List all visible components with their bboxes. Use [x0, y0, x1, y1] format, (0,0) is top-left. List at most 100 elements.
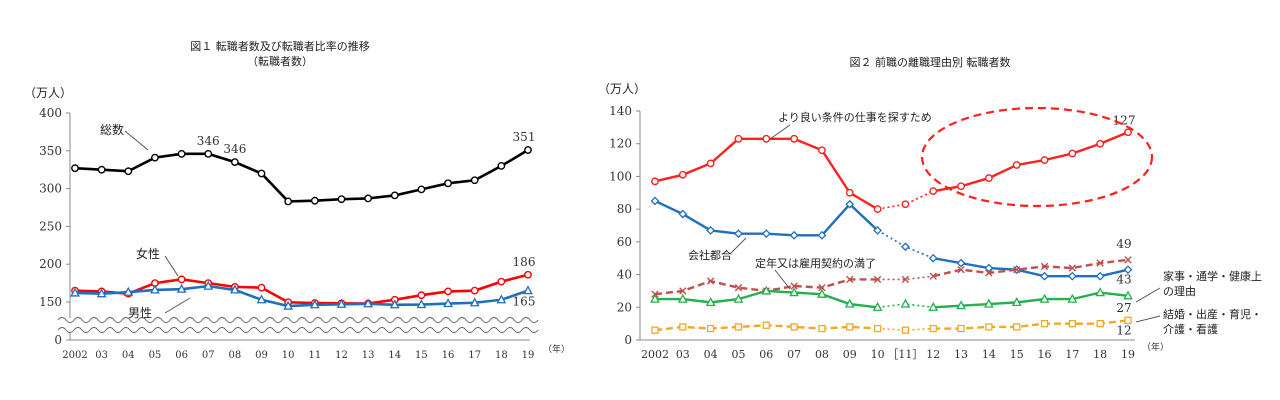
figure-2-point	[1011, 297, 1022, 307]
figure-1-point	[497, 277, 506, 286]
figure-2-point	[706, 225, 716, 235]
figure-1-point	[176, 283, 187, 293]
figure-2-x-tick-label: 12	[926, 348, 940, 361]
figure-1-point	[470, 286, 479, 295]
figure-1-x-tick-label: 18	[495, 350, 508, 361]
figure-1-point	[390, 191, 399, 200]
figure-2-point	[957, 182, 965, 191]
figure-1-point	[497, 162, 506, 170]
figure-1-data-label: 186	[513, 255, 536, 269]
figure-2-y-tick-label: 100	[609, 169, 632, 183]
figure-1-plot: 0 150 200 250 300 350 400 2002 03 04 05 06 07 08 09 10 1…	[39, 106, 570, 361]
figure-2-series-line	[933, 257, 1129, 278]
figure-1-subtitle: （転職者数）	[247, 55, 313, 68]
figure-1-point	[71, 164, 79, 173]
figure-1-point	[523, 285, 533, 295]
figure-2-point	[1124, 256, 1132, 264]
figure-2-point	[734, 283, 743, 292]
figure-2-point	[1068, 264, 1077, 272]
figure-2-point	[1068, 149, 1077, 158]
figure-2-point	[1040, 156, 1049, 164]
figure-2-point	[734, 323, 743, 331]
figure-2-point	[705, 297, 716, 307]
figure-2-point	[1123, 265, 1133, 275]
figure-1-x-tick-label: 2002	[62, 350, 87, 361]
figure-2-leader-line	[1135, 315, 1161, 323]
figure-2-leader-line	[774, 269, 791, 290]
figure-1-point	[124, 167, 133, 176]
figure-2-point	[956, 258, 966, 268]
figure-1-point	[524, 270, 532, 279]
figure-2-point	[818, 283, 826, 292]
figure-2-series-line	[933, 131, 1129, 193]
figure-2-leader-line	[769, 124, 791, 140]
figure-2-y-tick-label: 60	[617, 235, 632, 249]
figure-1-y-tick-label: 400	[39, 106, 62, 120]
figure-1-y-tick-label: 0	[54, 333, 62, 347]
figure-2-point	[679, 287, 687, 295]
figure-2-point	[790, 282, 798, 290]
figure-2-point	[761, 229, 771, 239]
figure-2-point	[1012, 161, 1021, 169]
figure-1-x-tick-label: 09	[255, 350, 268, 361]
figure-1-series-line	[74, 273, 529, 305]
figure-2-y-tick-label: 80	[617, 202, 632, 216]
figure-1-point	[443, 298, 453, 308]
figure-2-series-line	[932, 258, 1129, 278]
figure-2-x-tick-label: 03	[676, 348, 690, 361]
figure-1-series-label: 男性	[128, 306, 152, 320]
figure-2-point	[1040, 262, 1049, 271]
figure-2-point	[929, 272, 937, 280]
figure-1-point	[444, 287, 452, 296]
figure-1-point	[364, 194, 373, 203]
figure-2-series-line	[654, 137, 879, 211]
figure-1-point	[151, 153, 159, 162]
figure-2: 図２ 前職の離職理由別 転職者数 （万人） 0 20 40 60 80 100 120 140…	[580, 0, 1280, 400]
figure-2-x-tick-label: 07	[787, 348, 801, 361]
figure-2-point	[706, 277, 715, 285]
figure-2-point	[873, 225, 883, 235]
figure-1-point	[417, 291, 426, 300]
figure-2-series-line	[877, 275, 934, 281]
figure-2-point	[929, 187, 938, 196]
figure-2-point	[677, 293, 688, 303]
figure-2-series-line	[877, 303, 934, 309]
figure-1-x-tick-label: 10	[282, 350, 295, 361]
figure-1-data-label: 165	[513, 295, 536, 309]
figure-1-y-unit: （万人）	[24, 86, 73, 100]
figure-2-point	[651, 177, 659, 186]
figure-1-x-tick-label: 12	[335, 350, 348, 361]
figure-1-x-tick-label: 14	[388, 350, 401, 361]
figure-2-x-tick-label: 06	[759, 348, 773, 361]
figure-1-point	[96, 288, 107, 298]
figure-2-y-tick-label: 40	[617, 268, 632, 282]
figure-2-series-line	[877, 229, 934, 259]
figure-2-x-tick-label: 16	[1038, 348, 1052, 361]
figure-2-data-label: 12	[1116, 323, 1131, 337]
figure-2-point	[817, 288, 827, 298]
figure-2-point	[650, 196, 660, 206]
figure-2-x-tick-label: 10	[871, 348, 885, 361]
figure-2-point	[957, 265, 965, 274]
figure-1-x-unit: （年）	[543, 343, 570, 355]
figure-2-point	[1040, 271, 1049, 281]
figure-1-y-tick-label: 200	[39, 257, 62, 271]
figure-2-leader-line	[729, 237, 747, 255]
figure-2-point	[733, 293, 744, 303]
figure-2-point	[901, 326, 910, 334]
figure-2-x-tick-label: 15	[1010, 348, 1024, 361]
figure-2-y-unit: （万人）	[598, 82, 647, 96]
figure-2-point	[985, 269, 993, 277]
figure-2-point	[1123, 290, 1133, 300]
figure-1-x-tick-label: 15	[415, 350, 428, 361]
figure-2-point	[790, 323, 798, 331]
figure-1-axis-break-wave	[57, 317, 539, 323]
figure-2-point	[651, 326, 659, 334]
figure-2-highlight-ellipse	[920, 106, 1154, 208]
figure-2-plot: 0 20 40 60 80 100 120 140 2002 03 04 05 06 07 08 09 10 ［1…	[609, 104, 1262, 361]
figure-1-point	[336, 298, 347, 308]
figure-2-point	[650, 293, 660, 303]
figure-1-point	[389, 299, 400, 309]
figure-1-point	[123, 286, 134, 296]
figure-2-x-tick-label: 17	[1065, 348, 1079, 361]
